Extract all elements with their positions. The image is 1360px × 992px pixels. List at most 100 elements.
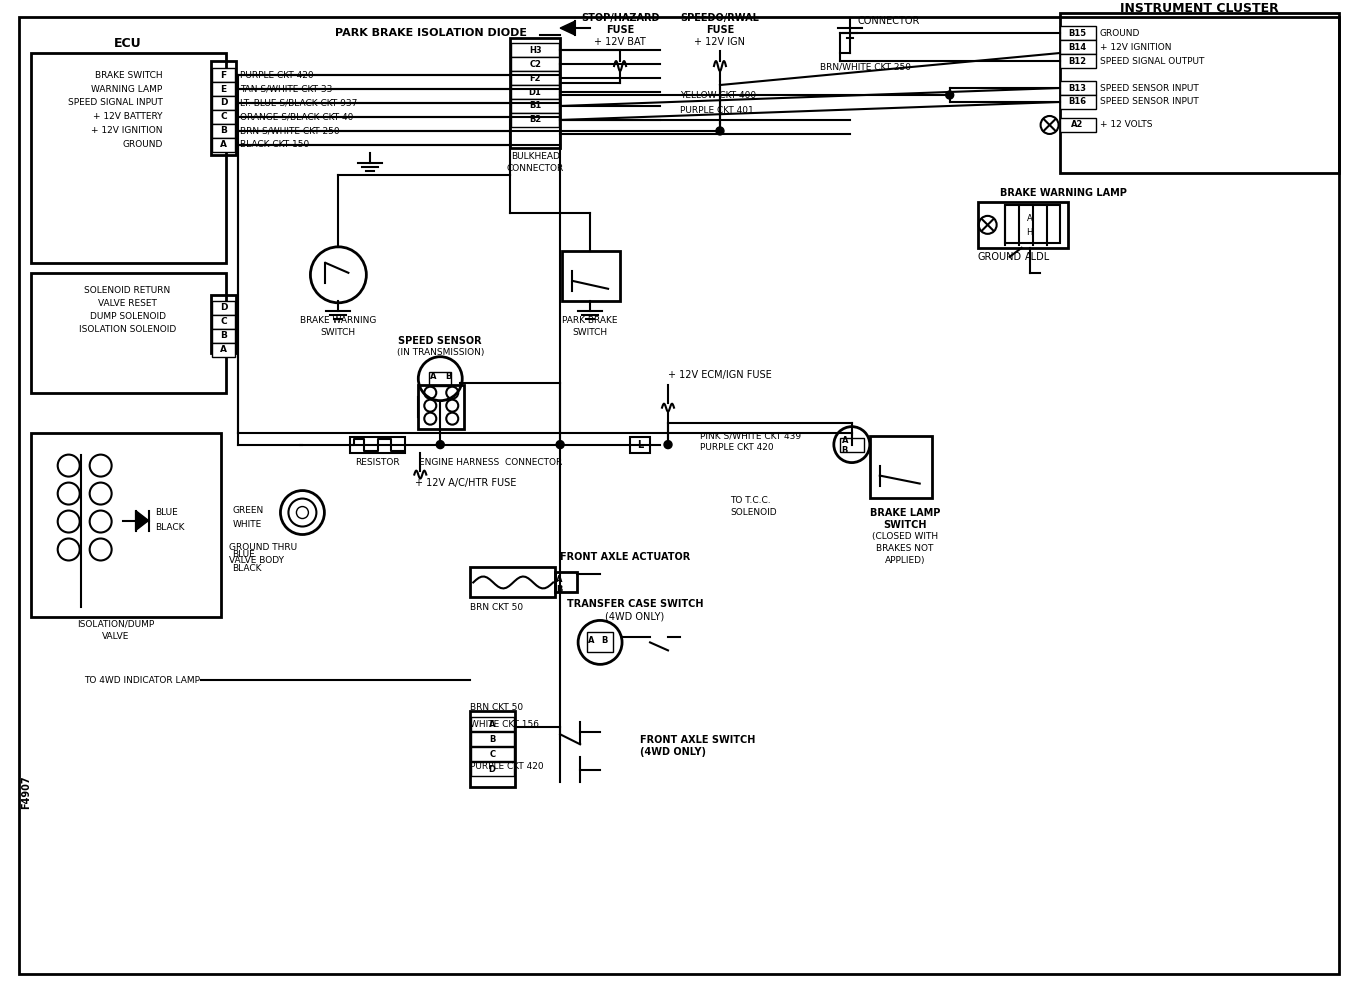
Circle shape <box>437 440 445 448</box>
Text: B15: B15 <box>1069 29 1087 38</box>
Bar <box>212 301 235 314</box>
Bar <box>419 385 464 429</box>
Bar <box>562 251 620 301</box>
Text: FRONT AXLE SWITCH: FRONT AXLE SWITCH <box>641 735 755 745</box>
Circle shape <box>715 127 724 135</box>
Text: D1: D1 <box>529 87 541 96</box>
Text: BRAKES NOT: BRAKES NOT <box>876 544 933 553</box>
Bar <box>471 732 514 746</box>
Bar <box>471 711 515 788</box>
Text: WHITE: WHITE <box>233 520 261 529</box>
Text: B: B <box>445 372 452 381</box>
Text: SOLENOID RETURN: SOLENOID RETURN <box>84 287 171 296</box>
Text: BLACK CKT 150: BLACK CKT 150 <box>241 141 310 150</box>
Bar <box>840 437 864 451</box>
Text: GROUND: GROUND <box>978 252 1021 262</box>
Text: PINK S/WHITE CKT 439: PINK S/WHITE CKT 439 <box>700 432 801 440</box>
Text: APPLIED): APPLIED) <box>884 556 925 565</box>
Bar <box>471 717 514 731</box>
Text: H: H <box>1027 228 1032 237</box>
Bar <box>1059 26 1096 40</box>
Bar <box>630 436 650 452</box>
Bar <box>212 138 235 152</box>
Text: PURPLE CKT 420: PURPLE CKT 420 <box>241 70 314 79</box>
Text: B: B <box>220 126 227 136</box>
Circle shape <box>556 440 564 448</box>
Text: SWITCH: SWITCH <box>573 328 608 337</box>
Bar <box>870 435 932 498</box>
Text: GROUND: GROUND <box>1099 29 1140 38</box>
Bar <box>978 202 1068 248</box>
Text: D: D <box>220 304 227 312</box>
Text: A: A <box>1027 214 1032 223</box>
Bar <box>1059 54 1096 68</box>
Text: BRAKE WARNING: BRAKE WARNING <box>301 316 377 325</box>
Text: SPEEDO/RWAL: SPEEDO/RWAL <box>680 13 759 23</box>
Text: FUSE: FUSE <box>607 25 634 35</box>
Text: B12: B12 <box>1069 57 1087 65</box>
Bar <box>1059 40 1096 54</box>
Text: E: E <box>220 84 227 93</box>
Bar <box>1059 13 1340 173</box>
Text: CONNECTOR: CONNECTOR <box>858 16 921 26</box>
Text: SWITCH: SWITCH <box>883 520 926 530</box>
Text: ENGINE HARNESS  CONNECTOR: ENGINE HARNESS CONNECTOR <box>419 458 562 467</box>
Text: BLACK: BLACK <box>155 523 185 532</box>
Text: D: D <box>220 98 227 107</box>
Text: RESISTOR: RESISTOR <box>355 458 400 467</box>
Bar <box>430 372 452 386</box>
Text: INSTRUMENT CLUSTER: INSTRUMENT CLUSTER <box>1121 2 1278 15</box>
Text: B: B <box>556 585 562 594</box>
Text: TAN S/WHITE CKT 33: TAN S/WHITE CKT 33 <box>241 84 333 93</box>
Text: F: F <box>220 70 227 79</box>
Text: BRN S/WHITE CKT 250: BRN S/WHITE CKT 250 <box>241 126 340 136</box>
Text: BULKHEAD: BULKHEAD <box>511 153 559 162</box>
Bar <box>351 436 405 452</box>
Bar <box>511 43 559 58</box>
Text: + 12V ECM/IGN FUSE: + 12V ECM/IGN FUSE <box>668 370 771 380</box>
Text: A: A <box>220 345 227 354</box>
Polygon shape <box>560 21 575 35</box>
Text: F4907: F4907 <box>20 776 31 809</box>
Text: TO T.C.C.: TO T.C.C. <box>730 496 771 505</box>
Text: ISOLATION SOLENOID: ISOLATION SOLENOID <box>79 325 177 334</box>
Text: (4WD ONLY): (4WD ONLY) <box>641 747 706 757</box>
Bar <box>212 82 235 96</box>
Text: ALDL: ALDL <box>1024 252 1050 262</box>
Text: SPEED SENSOR: SPEED SENSOR <box>398 335 481 346</box>
Text: A2: A2 <box>1072 120 1084 130</box>
Bar <box>212 110 235 124</box>
Text: GROUND THRU: GROUND THRU <box>228 543 296 552</box>
Bar <box>510 38 560 148</box>
Text: B2: B2 <box>529 115 541 124</box>
Bar <box>511 99 559 113</box>
Text: C2: C2 <box>529 60 541 68</box>
Text: DUMP SOLENOID: DUMP SOLENOID <box>90 312 166 321</box>
Text: + 12V A/C/HTR FUSE: + 12V A/C/HTR FUSE <box>415 477 517 488</box>
Text: SWITCH: SWITCH <box>321 328 356 337</box>
Text: ECU: ECU <box>114 37 141 50</box>
Text: PURPLE CKT 401: PURPLE CKT 401 <box>680 106 753 115</box>
Text: A: A <box>430 372 437 381</box>
Polygon shape <box>136 511 148 531</box>
Bar <box>31 273 226 393</box>
Bar <box>212 342 235 357</box>
Text: L: L <box>636 439 643 449</box>
Text: BRAKE WARNING LAMP: BRAKE WARNING LAMP <box>1000 187 1126 197</box>
Text: H3: H3 <box>529 46 541 55</box>
Text: FUSE: FUSE <box>706 25 734 35</box>
Text: C: C <box>490 750 495 759</box>
Text: B: B <box>220 331 227 340</box>
Text: SOLENOID: SOLENOID <box>730 508 777 517</box>
Text: B13: B13 <box>1069 83 1087 92</box>
Bar <box>511 85 559 99</box>
Bar <box>511 58 559 71</box>
Text: + 12V IGN: + 12V IGN <box>695 37 745 47</box>
Bar <box>511 113 559 127</box>
Text: C: C <box>220 317 227 326</box>
Text: PARK BRAKE ISOLATION DIODE: PARK BRAKE ISOLATION DIODE <box>336 28 528 38</box>
Text: B: B <box>601 636 608 645</box>
Bar <box>212 68 235 82</box>
Text: TO 4WD INDICATOR LAMP: TO 4WD INDICATOR LAMP <box>84 676 200 684</box>
Text: BRN CKT 50: BRN CKT 50 <box>471 702 524 712</box>
